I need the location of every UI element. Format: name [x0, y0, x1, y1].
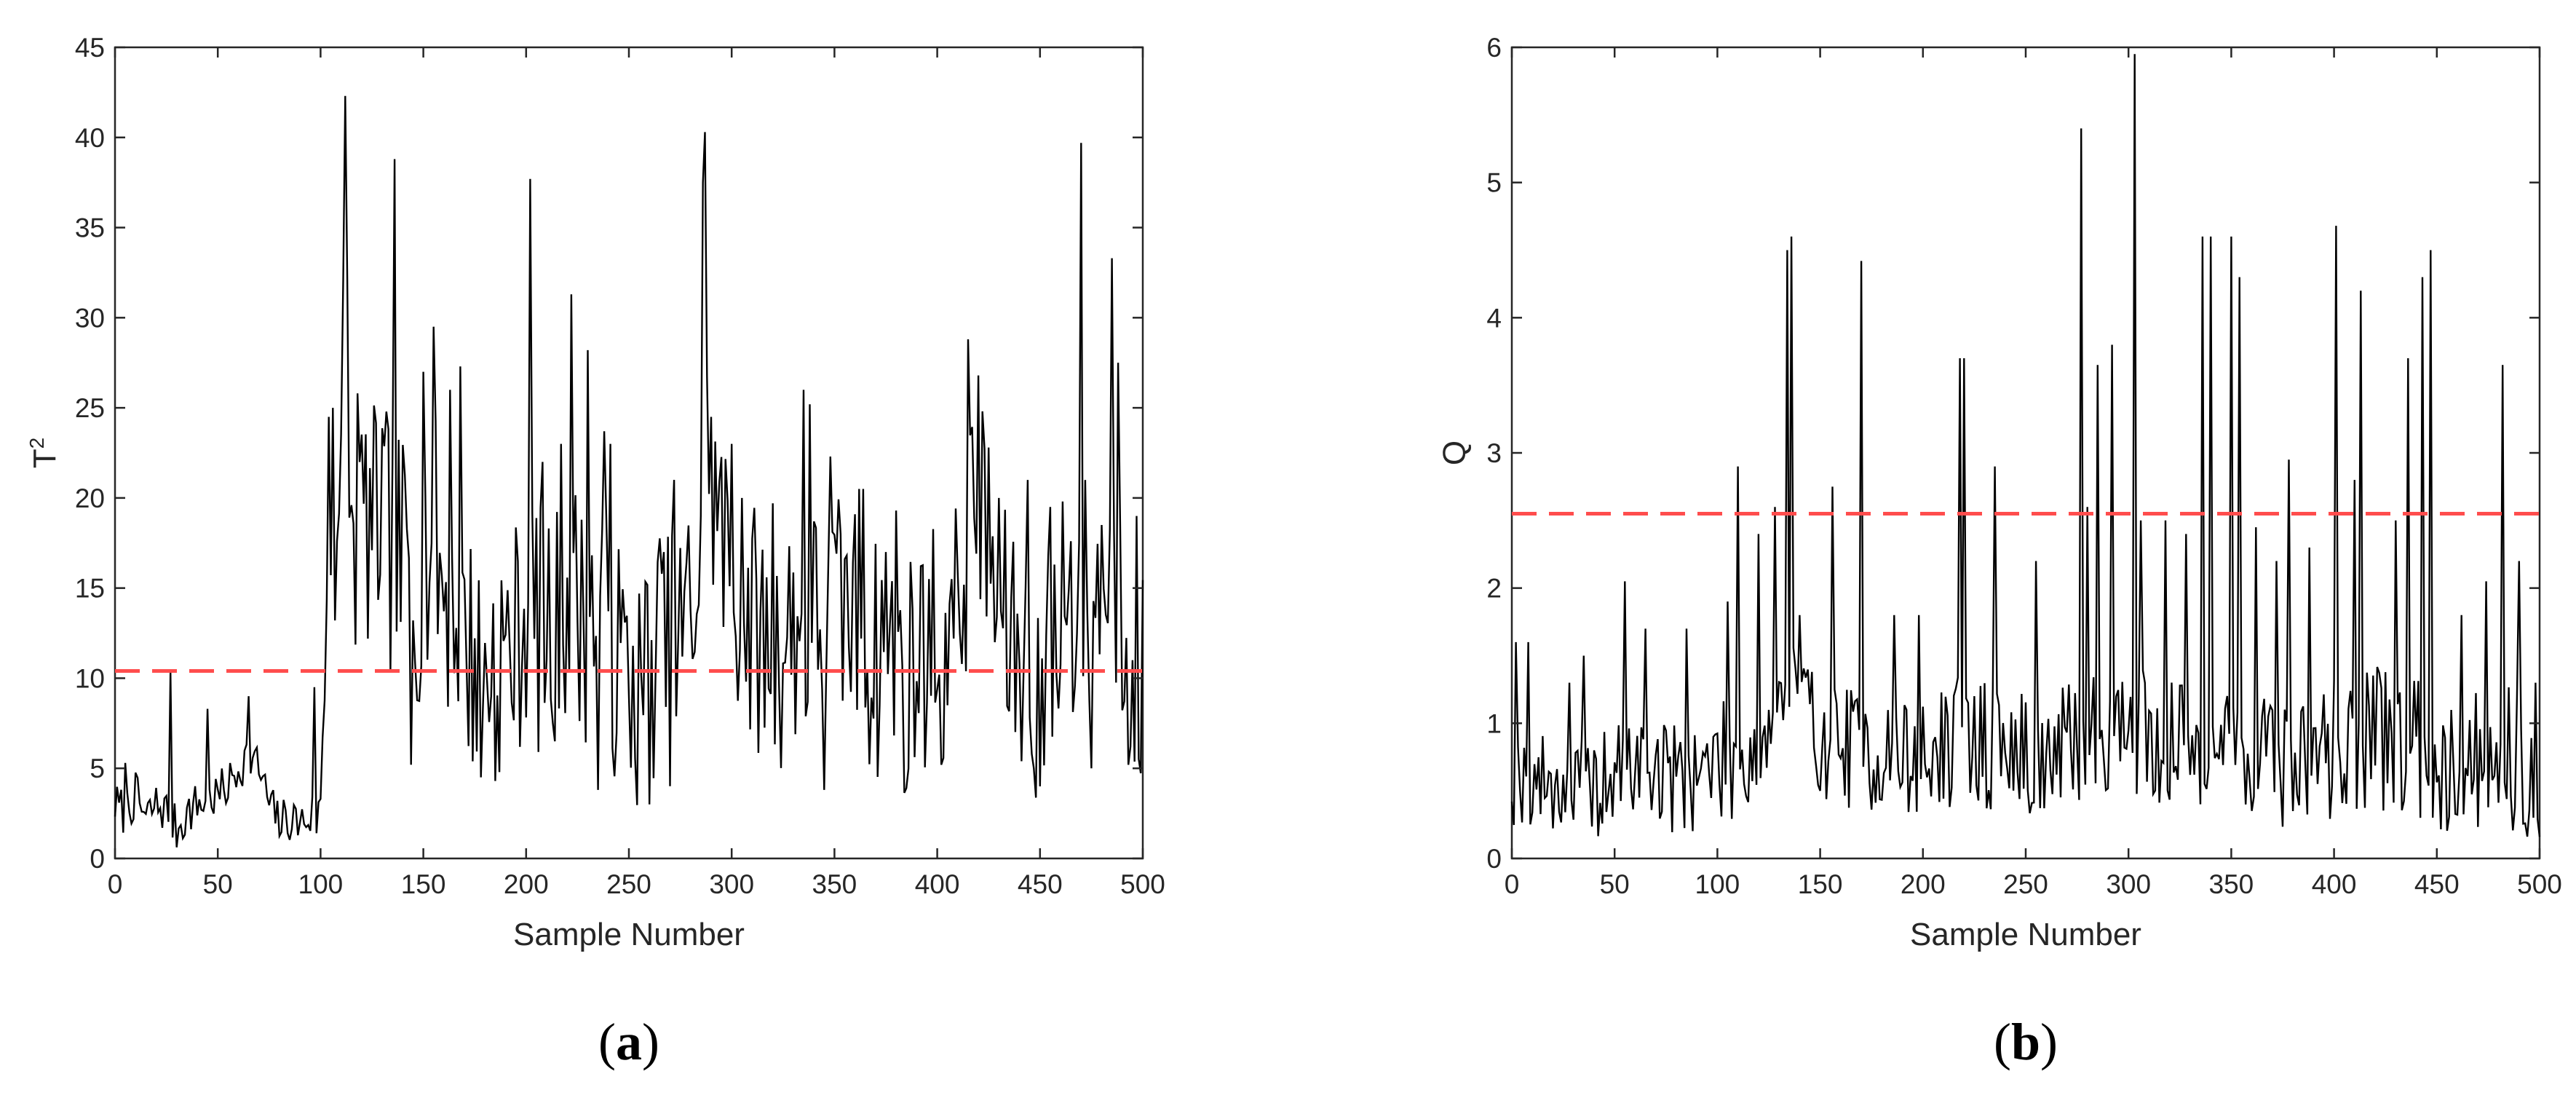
- panel-caption-b: (b): [1994, 1013, 2058, 1071]
- y-tick-label: 25: [75, 393, 105, 423]
- x-tick-label: 350: [812, 869, 857, 899]
- x-tick-label: 500: [2517, 869, 2562, 899]
- y-axis-label-sup-a: 2: [25, 438, 48, 449]
- x-tick-label: 150: [1798, 869, 1843, 899]
- y-tick-label: 5: [1486, 168, 1502, 198]
- x-tick-label: 250: [606, 869, 651, 899]
- series-polyline-a: [114, 95, 1144, 848]
- x-tick-label: 100: [1695, 869, 1740, 899]
- y-tick-label: 20: [75, 483, 105, 513]
- chart-panel-b: 0 50 100 150 200 250 300 350 400 450 500 0 1 2 3 4 5 6 S…: [1437, 33, 2562, 1071]
- series-line-a: [114, 95, 1144, 848]
- series-line-b: [1510, 54, 2541, 837]
- x-tick-label: 50: [1600, 869, 1630, 899]
- x-tick-label: 0: [108, 869, 123, 899]
- x-tick-label: 450: [2414, 869, 2460, 899]
- y-tick-label: 10: [75, 663, 105, 693]
- y-ticks-b: 0 1 2 3 4 5 6: [1486, 33, 2540, 874]
- x-tick-label: 150: [401, 869, 446, 899]
- y-tick-label: 2: [1486, 574, 1502, 604]
- x-tick-label: 250: [2003, 869, 2048, 899]
- y-axis-label-b: Q: [1437, 441, 1473, 465]
- x-tick-label: 50: [203, 869, 233, 899]
- y-tick-label: 6: [1486, 33, 1502, 63]
- x-tick-label: 400: [915, 869, 960, 899]
- y-tick-label: 40: [75, 123, 105, 153]
- y-axis-label-a: T2: [25, 438, 63, 468]
- x-tick-label: 300: [2106, 869, 2151, 899]
- y-tick-label: 30: [75, 303, 105, 333]
- y-tick-label: 15: [75, 574, 105, 604]
- y-tick-label: 3: [1486, 438, 1502, 468]
- x-axis-label-b: Sample Number: [1910, 917, 2141, 952]
- x-tick-label: 450: [1018, 869, 1063, 899]
- chart-panel-a: 0 50 100 150 200 250 300 350 400 450 500 0 5 10 15 20 2…: [25, 33, 1165, 1071]
- x-tick-label: 300: [709, 869, 754, 899]
- x-tick-label: 200: [504, 869, 549, 899]
- x-tick-label: 400: [2312, 869, 2357, 899]
- y-tick-label: 35: [75, 213, 105, 243]
- x-axis-label-a: Sample Number: [513, 917, 745, 952]
- y-tick-label: 1: [1486, 708, 1502, 738]
- x-tick-label: 200: [1901, 869, 1946, 899]
- panel-caption-a: (a): [598, 1013, 659, 1071]
- y-tick-label: 4: [1486, 303, 1502, 333]
- x-ticks-b: 0 50 100 150 200 250 300 350 400 450 500: [1505, 47, 2562, 899]
- x-ticks-a: 0 50 100 150 200 250 300 350 400 450 500: [108, 47, 1165, 899]
- y-tick-label: 5: [90, 754, 105, 783]
- y-tick-label: 0: [90, 844, 105, 874]
- x-tick-label: 0: [1505, 869, 1520, 899]
- series-polyline-b: [1510, 54, 2541, 837]
- y-tick-label: 0: [1486, 844, 1502, 874]
- y-tick-label: 45: [75, 33, 105, 63]
- y-ticks-a: 0 5 10 15 20 25 30 35 40 45: [75, 33, 1143, 874]
- x-tick-label: 350: [2209, 869, 2254, 899]
- x-tick-label: 500: [1120, 869, 1165, 899]
- x-tick-label: 100: [298, 869, 344, 899]
